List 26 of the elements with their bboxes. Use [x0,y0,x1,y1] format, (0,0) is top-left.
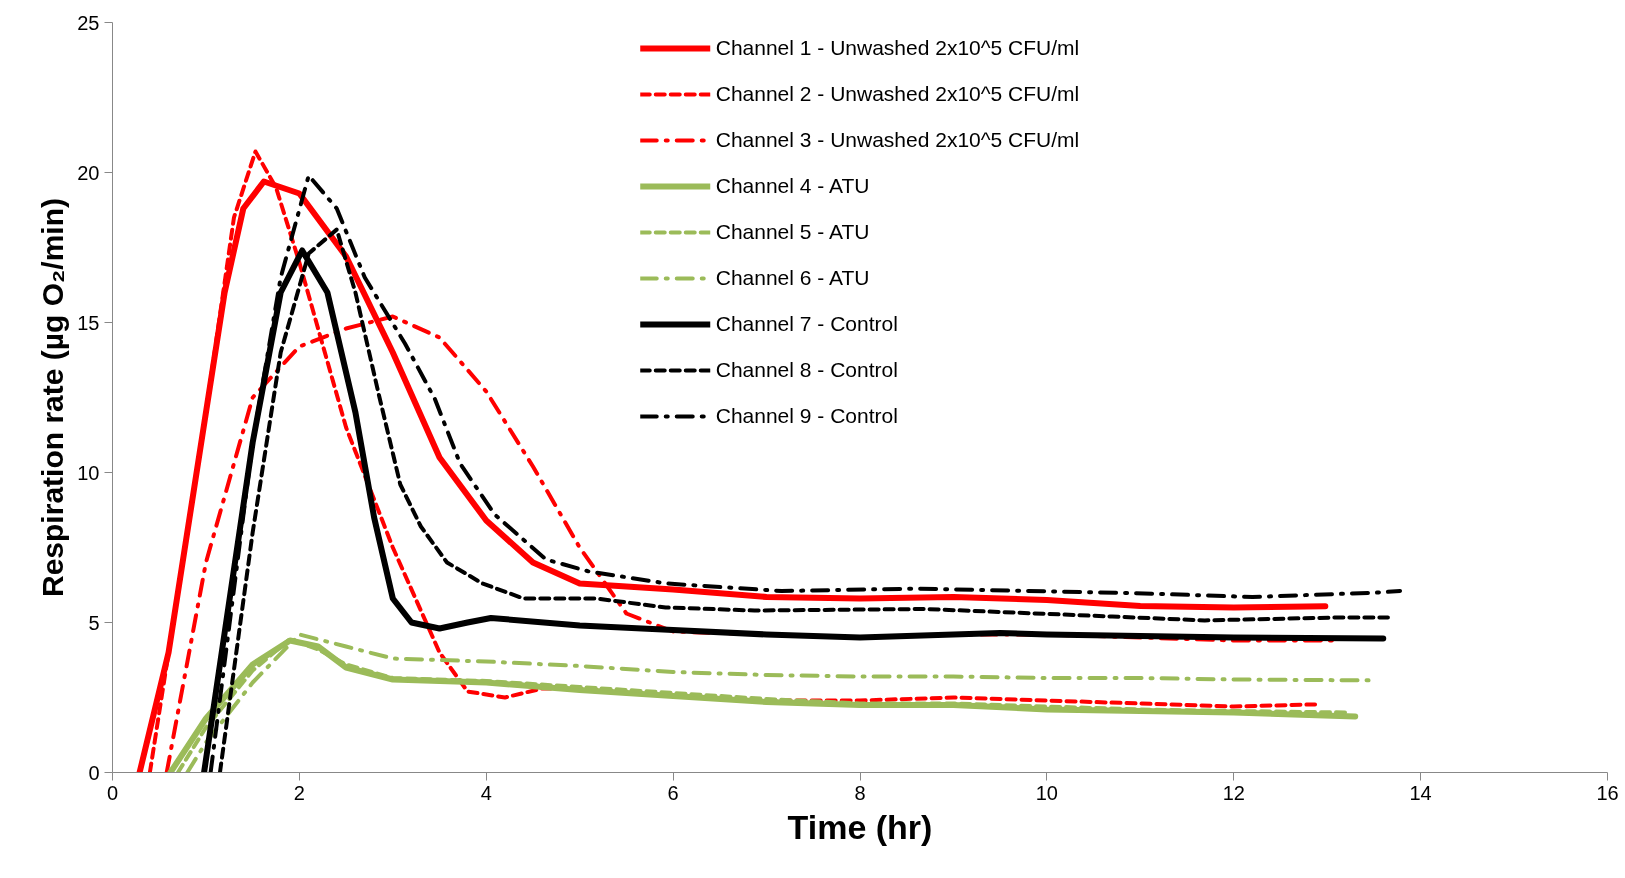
legend-label: Channel 4 - ATU [715,174,870,198]
y-tick-label: 10 [77,461,100,484]
legend-label: Channel 6 - ATU [715,266,870,290]
y-tick-label: 25 [77,11,100,34]
y-tick-label: 0 [88,761,100,784]
legend-label: Channel 1 - Unwashed 2x10^5 CFU/ml [715,36,1080,60]
legend-label: Channel 9 - Control [715,404,898,428]
x-axis-title: Time (hr) [787,807,933,846]
x-tick-label: 8 [854,781,866,804]
y-tick-label: 5 [88,611,100,634]
legend-label: Channel 3 - Unwashed 2x10^5 CFU/ml [715,128,1080,152]
x-tick-label: 2 [293,781,305,804]
legend-label: Channel 7 - Control [715,312,898,336]
x-tick-label: 16 [1596,781,1619,804]
x-tick-label: 12 [1222,781,1245,804]
x-tick-label: 4 [480,781,492,804]
x-tick-label: 6 [667,781,679,804]
legend-label: Channel 8 - Control [715,358,898,382]
x-tick-label: 14 [1409,781,1432,804]
legend-label: Channel 2 - Unwashed 2x10^5 CFU/ml [715,82,1080,106]
legend-label: Channel 5 - ATU [715,220,870,244]
y-tick-label: 15 [77,311,100,334]
y-tick-label: 20 [77,161,100,184]
x-tick-label: 10 [1035,781,1058,804]
x-tick-label: 0 [106,781,119,804]
y-axis-title: Respiration rate (µg O₂/min) [36,198,70,597]
